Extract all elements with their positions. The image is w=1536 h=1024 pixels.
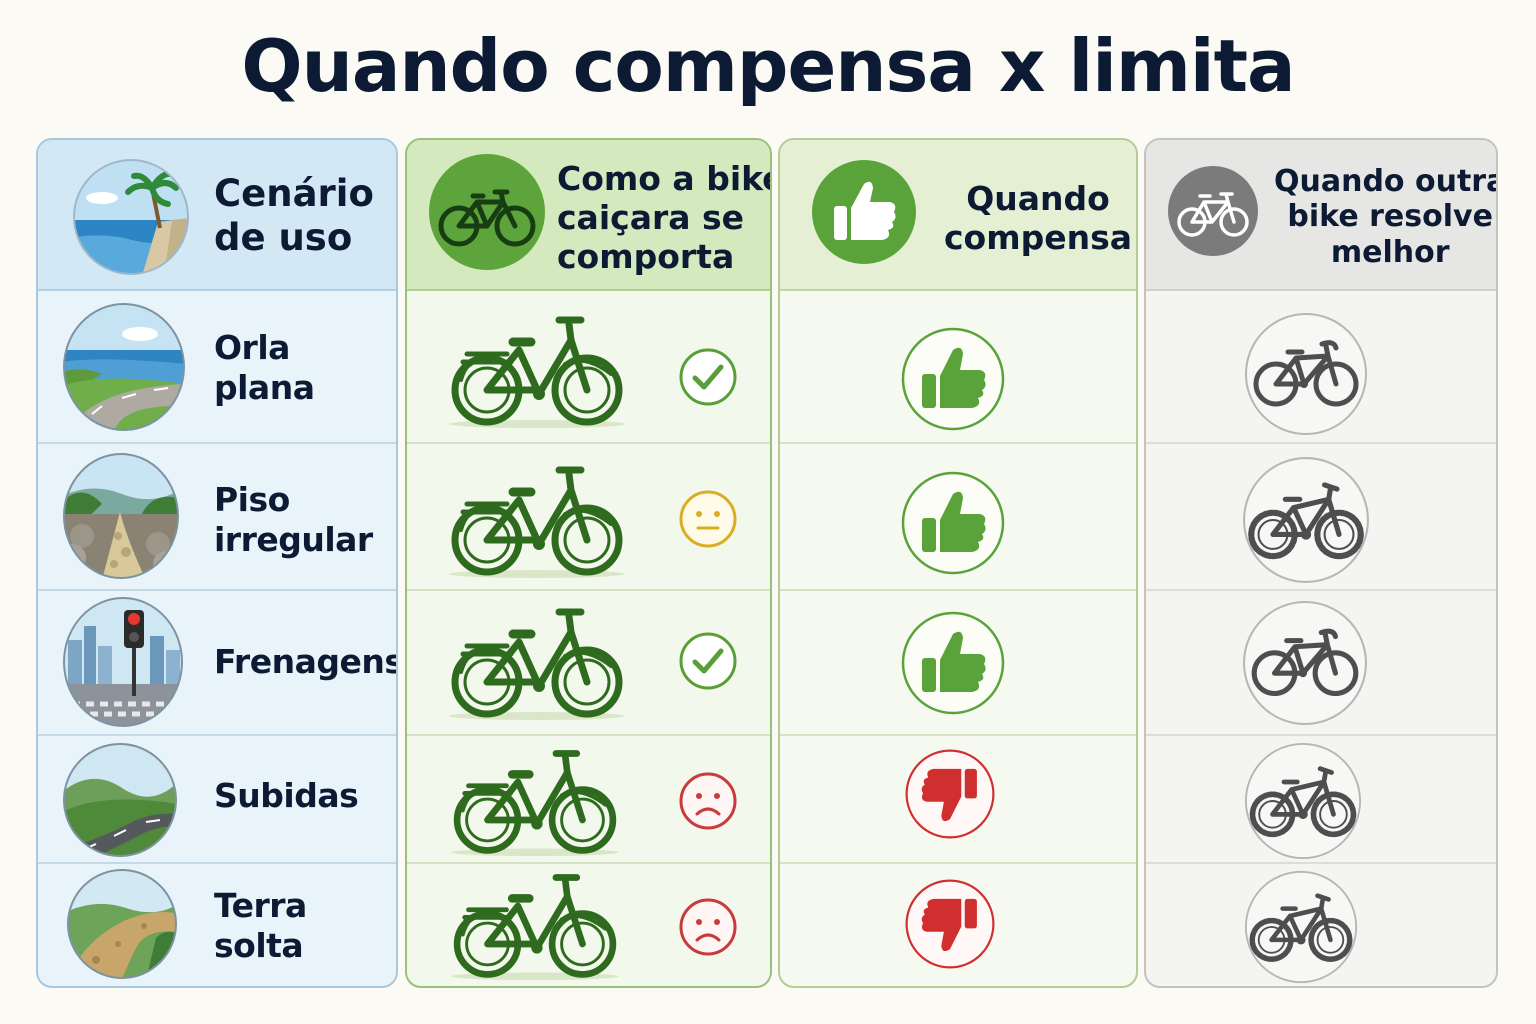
thumbs-up-icon [901, 611, 1005, 715]
row-label-piso-1: Piso [214, 480, 290, 519]
row-label-subidas: Subidas [214, 776, 359, 815]
bike-grey-circle-icon [1168, 166, 1258, 256]
header-scenario-line1: Cenário [214, 172, 374, 215]
header-alternative-line2: bike resolve [1287, 199, 1493, 235]
sad-face-icon [679, 772, 737, 830]
mountain-bike-icon [1244, 870, 1358, 984]
column-alternative: Quando outra bike resolve melhor [1144, 138, 1498, 988]
hybrid-bike-icon [1242, 598, 1368, 728]
traffic-light-icon [63, 597, 183, 727]
header-worth-it: Quando compensa [780, 140, 1136, 291]
bike-circle-icon [429, 154, 545, 270]
row-label-frenagens: Frenagens [214, 642, 398, 681]
thumbs-up-icon [901, 471, 1005, 575]
mountain-bike-icon [1244, 742, 1362, 860]
header-alternative-line3: melhor [1330, 234, 1450, 270]
caicara-bike-icon [447, 868, 623, 982]
check-icon [679, 632, 737, 690]
row-label-terra-1: Terra [214, 886, 307, 925]
header-worth-it-line1: Quando [966, 179, 1110, 218]
beach-road-icon [63, 303, 185, 431]
row-label-orla-2: plana [214, 368, 315, 408]
sad-face-icon [679, 898, 737, 956]
header-worth-it-line2: compensa [944, 217, 1133, 257]
beach-palm-icon [73, 159, 189, 275]
page-title: Quando compensa x limita [241, 24, 1295, 108]
header-scenario-line2: de uso [214, 215, 353, 259]
thumbs-down-icon [905, 879, 995, 969]
thumbs-down-icon [905, 749, 995, 839]
caicara-bike-icon [447, 602, 627, 722]
column-scenario: Cenário de uso Orla plana [36, 138, 398, 988]
header-behavior-line1: Como a bike [557, 159, 772, 198]
thumbs-up-circle-icon [812, 160, 916, 264]
mountain-bike-icon [1242, 456, 1370, 584]
dirt-path-icon [67, 869, 177, 979]
header-behavior-line3: comporta [557, 236, 735, 276]
row-label-orla-1: Orla [214, 328, 290, 367]
row-label-terra-2: solta [214, 926, 304, 966]
caicara-bike-icon [447, 460, 627, 580]
caicara-bike-icon [447, 310, 627, 430]
hybrid-bike-icon [1244, 308, 1368, 440]
caicara-bike-icon [447, 744, 623, 858]
row-label-piso-2: irregular [214, 520, 373, 560]
header-alternative: Quando outra bike resolve melhor [1146, 140, 1496, 291]
rocky-trail-icon [63, 453, 179, 579]
thumbs-up-icon [901, 327, 1005, 431]
header-scenario: Cenário de uso [38, 140, 396, 291]
neutral-face-icon [679, 490, 737, 548]
column-behavior: Como a bike caiçara se comporta [405, 138, 772, 988]
column-worth-it: Quando compensa [778, 138, 1138, 988]
hill-road-icon [63, 743, 177, 857]
header-alternative-line1: Quando outra [1274, 164, 1498, 199]
header-behavior-line2: caiçara se [557, 197, 745, 237]
header-behavior: Como a bike caiçara se comporta [407, 140, 770, 291]
check-icon [679, 348, 737, 406]
